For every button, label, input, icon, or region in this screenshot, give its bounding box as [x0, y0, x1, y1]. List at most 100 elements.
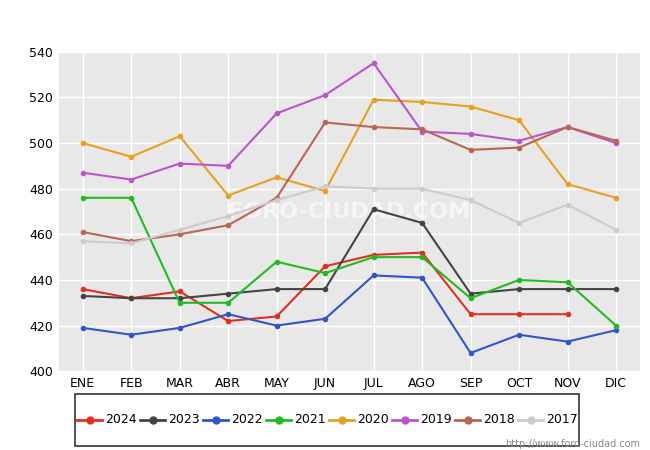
2024 [321, 264, 329, 269]
2023 [612, 286, 620, 292]
2021 [224, 300, 232, 306]
2017 [127, 241, 135, 246]
2023 [467, 291, 474, 297]
2019 [79, 170, 86, 176]
2019 [515, 138, 523, 144]
2021 [273, 259, 281, 265]
Line: 2024: 2024 [81, 251, 569, 323]
2023 [224, 291, 232, 297]
2017 [418, 186, 426, 191]
2018 [418, 126, 426, 132]
Line: 2022: 2022 [81, 273, 618, 355]
2017 [176, 227, 183, 233]
2024 [515, 311, 523, 317]
2024 [176, 289, 183, 294]
2017 [515, 220, 523, 225]
2024 [224, 318, 232, 324]
2019 [321, 92, 329, 98]
Text: 2020: 2020 [357, 413, 389, 426]
Text: 2018: 2018 [483, 413, 515, 426]
Text: Afiliados en Brozas a 30/11/2024: Afiliados en Brozas a 30/11/2024 [182, 14, 468, 33]
2022 [321, 316, 329, 321]
FancyBboxPatch shape [75, 394, 578, 446]
2022 [370, 273, 378, 278]
2023 [370, 207, 378, 212]
2020 [418, 99, 426, 105]
2022 [467, 350, 474, 356]
Line: 2019: 2019 [81, 61, 618, 182]
2020 [79, 140, 86, 146]
2022 [176, 325, 183, 331]
Line: 2023: 2023 [81, 207, 618, 300]
2023 [273, 286, 281, 292]
Text: 2024: 2024 [105, 413, 136, 426]
2023 [176, 296, 183, 301]
2022 [564, 339, 571, 344]
2018 [467, 147, 474, 153]
2019 [127, 177, 135, 182]
2017 [321, 184, 329, 189]
2019 [418, 129, 426, 134]
2019 [370, 60, 378, 66]
2018 [370, 124, 378, 130]
2021 [612, 323, 620, 328]
2019 [467, 131, 474, 137]
2024 [127, 296, 135, 301]
2021 [176, 300, 183, 306]
2020 [515, 117, 523, 123]
Line: 2021: 2021 [81, 196, 618, 328]
2018 [127, 238, 135, 244]
2022 [612, 328, 620, 333]
2018 [224, 222, 232, 228]
2020 [467, 104, 474, 109]
2019 [176, 161, 183, 166]
2019 [273, 111, 281, 116]
2019 [224, 163, 232, 169]
2023 [418, 220, 426, 225]
2020 [127, 154, 135, 159]
2020 [321, 188, 329, 194]
2023 [321, 286, 329, 292]
2020 [273, 175, 281, 180]
Text: FORO-CIUDAD.COM: FORO-CIUDAD.COM [228, 202, 471, 221]
2017 [273, 198, 281, 203]
2023 [79, 293, 86, 299]
2024 [564, 311, 571, 317]
2020 [176, 134, 183, 139]
2021 [564, 279, 571, 285]
2020 [612, 195, 620, 201]
2023 [127, 296, 135, 301]
2020 [224, 193, 232, 198]
2017 [564, 202, 571, 207]
2022 [515, 332, 523, 338]
2017 [467, 198, 474, 203]
2017 [612, 227, 620, 233]
2017 [370, 186, 378, 191]
Line: 2017: 2017 [81, 184, 618, 246]
2022 [79, 325, 86, 331]
2024 [418, 250, 426, 255]
2023 [564, 286, 571, 292]
2020 [370, 97, 378, 103]
Text: http://www.foro-ciudad.com: http://www.foro-ciudad.com [505, 439, 640, 449]
2018 [612, 138, 620, 144]
Text: 2022: 2022 [231, 413, 263, 426]
2018 [321, 120, 329, 125]
2019 [612, 140, 620, 146]
Text: 2019: 2019 [420, 413, 452, 426]
2022 [127, 332, 135, 338]
2018 [176, 232, 183, 237]
2021 [321, 270, 329, 276]
2018 [515, 145, 523, 150]
2019 [564, 124, 571, 130]
2021 [370, 254, 378, 260]
Line: 2020: 2020 [81, 98, 618, 200]
Text: 2017: 2017 [546, 413, 577, 426]
2024 [467, 311, 474, 317]
Line: 2018: 2018 [81, 121, 618, 243]
2023 [515, 286, 523, 292]
2022 [418, 275, 426, 280]
2022 [273, 323, 281, 328]
2022 [224, 311, 232, 317]
2018 [564, 124, 571, 130]
